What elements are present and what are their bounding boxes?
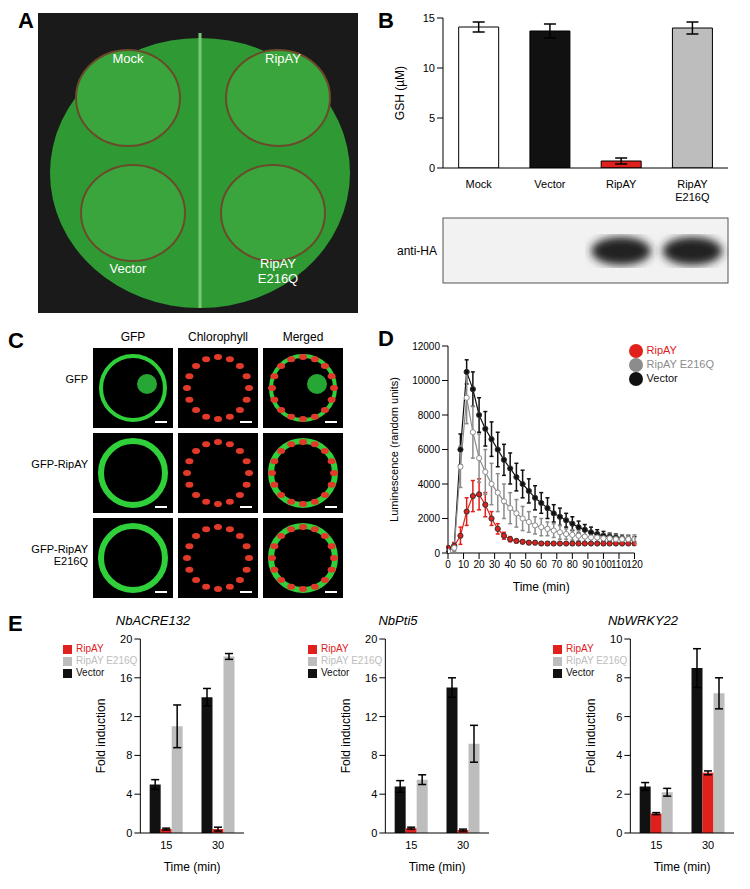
svg-text:RipAYE216Q: RipAYE216Q <box>258 256 298 286</box>
svg-text:80: 80 <box>567 559 579 570</box>
svg-text:GSH (µM): GSH (µM) <box>393 66 407 120</box>
svg-text:Mock: Mock <box>112 51 144 66</box>
svg-text:30: 30 <box>489 559 501 570</box>
svg-text:8: 8 <box>371 749 377 761</box>
html-text:RipAY E216Q: RipAY E216Q <box>566 655 628 666</box>
html-text:B: B <box>378 8 394 33</box>
svg-text:Fold induction: Fold induction <box>584 699 598 774</box>
svg-text:0: 0 <box>429 162 435 174</box>
svg-text:0: 0 <box>371 827 377 839</box>
svg-text:16: 16 <box>120 672 132 684</box>
svg-text:4: 4 <box>126 788 132 800</box>
svg-text:0: 0 <box>126 827 132 839</box>
svg-text:Time (min): Time (min) <box>164 860 221 874</box>
html-text:GFP: GFP <box>120 330 146 344</box>
svg-text:Time (min): Time (min) <box>654 860 711 874</box>
svg-text:16: 16 <box>365 672 377 684</box>
svg-text:20: 20 <box>474 559 486 570</box>
svg-text:0: 0 <box>434 548 440 559</box>
svg-text:60: 60 <box>536 559 548 570</box>
svg-text:10: 10 <box>610 633 622 645</box>
svg-text:Time (min): Time (min) <box>513 580 570 594</box>
svg-text:6000: 6000 <box>418 444 441 455</box>
svg-text:100: 100 <box>595 559 612 570</box>
svg-text:2000: 2000 <box>418 513 441 524</box>
svg-text:anti-HA: anti-HA <box>397 244 437 258</box>
svg-text:2: 2 <box>616 788 622 800</box>
html-text:GFP: GFP <box>65 373 88 385</box>
svg-text:30: 30 <box>702 839 714 851</box>
svg-text:12: 12 <box>365 711 377 723</box>
svg-text:10: 10 <box>458 559 470 570</box>
html-text:Vector: Vector <box>566 667 595 678</box>
svg-text:0: 0 <box>616 827 622 839</box>
html-text:GFP-RipAY: GFP-RipAY <box>31 458 88 470</box>
html-text:RipAY: RipAY <box>646 344 677 356</box>
svg-text:RipAYE216Q: RipAYE216Q <box>675 178 710 203</box>
html-text:Vector: Vector <box>646 372 678 385</box>
svg-text:20: 20 <box>120 633 132 645</box>
html-text:GFP-RipAY E216Q: GFP-RipAY E216Q <box>31 543 88 567</box>
html-text:NbWRKY22: NbWRKY22 <box>608 613 678 628</box>
html-text:Merged: Merged <box>282 330 324 344</box>
svg-text:Vector: Vector <box>110 261 148 276</box>
html-text:RipAY: RipAY <box>76 643 104 654</box>
html-text:Vector: Vector <box>76 667 105 678</box>
html-text:RipAY E216Q: RipAY E216Q <box>646 358 714 371</box>
svg-text:20: 20 <box>365 633 377 645</box>
svg-text:40: 40 <box>505 559 517 570</box>
svg-text:15: 15 <box>405 839 417 851</box>
svg-text:4: 4 <box>616 749 622 761</box>
html-text:Vector: Vector <box>321 667 350 678</box>
svg-text:5: 5 <box>429 112 435 124</box>
html-text:D: D <box>378 326 394 351</box>
svg-text:Fold induction: Fold induction <box>94 699 108 774</box>
svg-text:15: 15 <box>160 839 172 851</box>
svg-text:12000: 12000 <box>412 341 440 352</box>
html-text:Chlorophyll: Chlorophyll <box>188 330 248 344</box>
svg-text:8: 8 <box>126 749 132 761</box>
svg-text:4: 4 <box>371 788 377 800</box>
svg-text:12: 12 <box>120 711 132 723</box>
svg-text:0: 0 <box>445 559 451 570</box>
svg-text:Time (min): Time (min) <box>409 860 466 874</box>
svg-text:RipAY: RipAY <box>606 178 637 190</box>
svg-text:8: 8 <box>616 672 622 684</box>
svg-text:50: 50 <box>520 559 532 570</box>
html-text:NbACRE132: NbACRE132 <box>115 613 191 628</box>
svg-text:30: 30 <box>457 839 469 851</box>
svg-text:RipAY: RipAY <box>265 51 301 66</box>
svg-text:8000: 8000 <box>418 410 441 421</box>
svg-text:30: 30 <box>212 839 224 851</box>
svg-text:110: 110 <box>611 559 627 570</box>
svg-text:6: 6 <box>616 711 622 723</box>
html-text:C: C <box>8 328 24 353</box>
svg-text:15: 15 <box>650 839 662 851</box>
svg-text:70: 70 <box>551 559 563 570</box>
svg-text:Fold induction: Fold induction <box>339 699 353 774</box>
svg-text:10000: 10000 <box>412 375 440 386</box>
svg-text:Vector: Vector <box>534 178 566 190</box>
svg-text:15: 15 <box>423 12 435 24</box>
svg-text:90: 90 <box>582 559 594 570</box>
svg-text:Luminescence (random units): Luminescence (random units) <box>388 377 400 522</box>
html-text:NbPti5: NbPti5 <box>378 613 418 628</box>
html-text:RipAY E216Q: RipAY E216Q <box>321 655 383 666</box>
svg-text:10: 10 <box>423 62 435 74</box>
html-text:RipAY E216Q: RipAY E216Q <box>76 655 138 666</box>
html-text:RipAY: RipAY <box>321 643 349 654</box>
html-text:E: E <box>8 611 23 636</box>
html-text:RipAY: RipAY <box>566 643 594 654</box>
svg-text:120: 120 <box>626 559 643 570</box>
svg-text:Mock: Mock <box>465 178 492 190</box>
html-text:A: A <box>18 8 34 33</box>
svg-text:4000: 4000 <box>418 479 441 490</box>
